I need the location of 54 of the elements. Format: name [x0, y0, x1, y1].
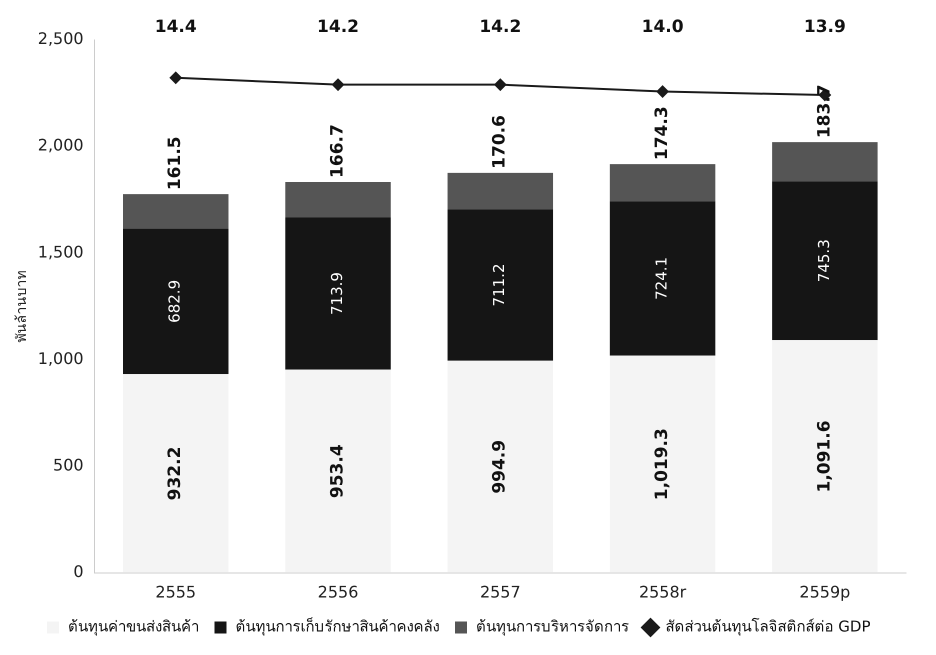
point [656, 86, 669, 98]
legend-label: สัดส่วนต้นทุนโลจิสติกส์ต่อ GDP [666, 617, 871, 636]
bar [123, 374, 228, 573]
point [494, 78, 506, 91]
y-tick-label: 2,500 [38, 29, 84, 48]
data-label: 994.9 [490, 440, 510, 494]
data-label: 953.4 [327, 444, 348, 498]
data-label: 166.7 [327, 124, 348, 178]
data-label: 713.9 [328, 272, 346, 316]
bar [123, 228, 228, 374]
x-tick-label: 2558r [638, 582, 687, 602]
bar [123, 194, 228, 229]
legend-label: ต้นทุนการบริหารจัดการ [476, 617, 630, 636]
data-label: 745.3 [814, 239, 833, 282]
data-label: 170.6 [490, 115, 510, 169]
bar [772, 181, 878, 340]
point [332, 78, 344, 91]
data-label: 14.0 [642, 16, 684, 37]
x-tick-label: 2557 [480, 582, 521, 602]
data-label: 14.4 [154, 16, 197, 37]
y-tick-label: 0 [73, 562, 84, 581]
bar [610, 164, 716, 202]
bar [448, 360, 554, 573]
data-label: 174.3 [652, 106, 672, 160]
data-label: 724.1 [652, 256, 670, 300]
y-tick-label: 1,000 [38, 348, 84, 368]
data-label: 682.9 [166, 280, 184, 323]
bar [772, 142, 878, 182]
legend-label: ต้นทุนการเก็บรักษาสินค้าคงคลัง [236, 616, 440, 636]
point [170, 72, 182, 84]
bar [448, 209, 554, 361]
legend-label: ต้นทุนค่าขนส่งสินค้า [68, 617, 200, 636]
data-label: 161.5 [165, 136, 186, 190]
data-label: 1,019.3 [652, 428, 672, 500]
y-tick-label: 2,000 [38, 136, 84, 155]
data-label: 932.2 [165, 446, 186, 500]
bar [285, 217, 391, 370]
bar [610, 201, 716, 356]
data-label: 14.2 [479, 16, 522, 37]
data-label: 14.2 [317, 16, 359, 37]
data-label: 1,091.6 [814, 420, 834, 493]
data-label: 711.2 [490, 264, 508, 306]
bar [772, 340, 878, 573]
bar [448, 172, 554, 210]
bar [285, 182, 391, 218]
x-tick-label: 2556 [318, 582, 358, 602]
y-axis-title: พันล้านบาท [14, 270, 30, 342]
data-label: 13.9 [804, 16, 846, 37]
bar [285, 370, 391, 573]
bar [610, 356, 716, 573]
y-tick-label: 1,500 [38, 242, 84, 262]
y-tick-label: 500 [53, 455, 84, 474]
x-tick-label: 2559p [799, 582, 850, 602]
x-tick-label: 2555 [155, 582, 196, 602]
